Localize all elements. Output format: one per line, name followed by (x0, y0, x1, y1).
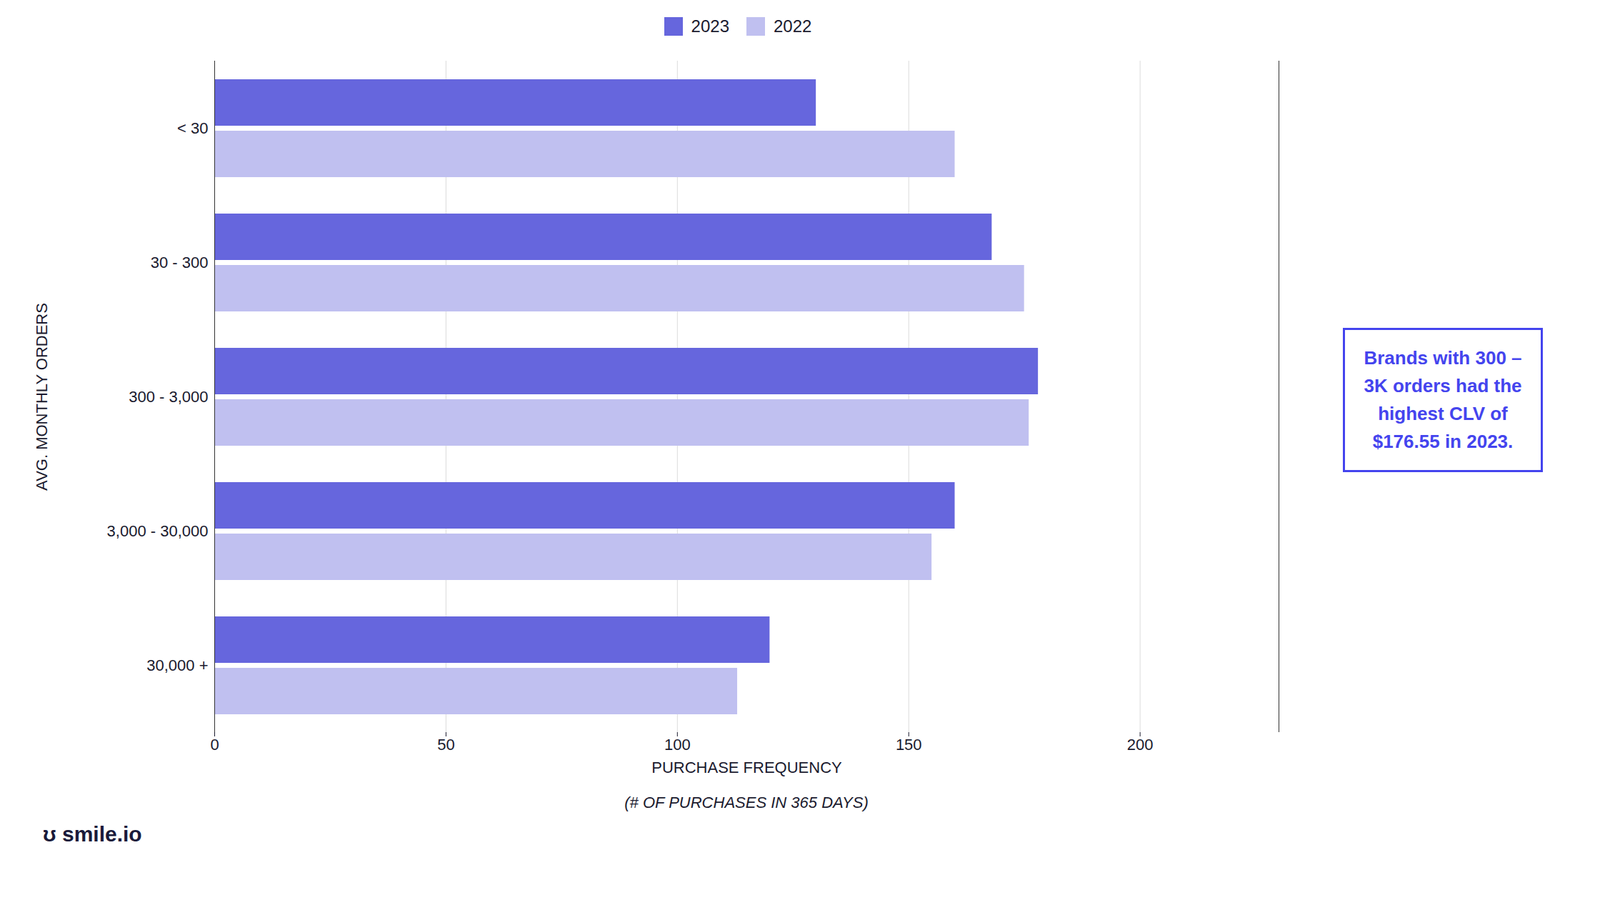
svg-text:300 - 3,000: 300 - 3,000 (128, 387, 208, 406)
svg-text:200: 200 (1127, 735, 1154, 754)
svg-text:30 - 300: 30 - 300 (150, 253, 209, 272)
svg-text:150: 150 (895, 735, 923, 754)
svg-text:AVG. MONTHLY ORDERS: AVG. MONTHLY ORDERS (32, 302, 51, 491)
svg-text:100: 100 (664, 735, 691, 754)
svg-text:PURCHASE FREQUENCY: PURCHASE FREQUENCY (651, 758, 843, 777)
svg-text:50: 50 (437, 735, 455, 754)
svg-text:3,000 - 30,000: 3,000 - 30,000 (107, 522, 209, 540)
svg-text:30,000 +: 30,000 + (146, 656, 208, 675)
html-text:2022: 2022 (773, 16, 812, 36)
svg-text:0: 0 (210, 735, 219, 754)
html-text:(# OF PURCHASES IN 365 DAYS): (# OF PURCHASES IN 365 DAYS) (624, 793, 869, 812)
html-text:ʊ smile.io: ʊ smile.io (42, 822, 142, 846)
svg-text:< 30: < 30 (177, 119, 208, 138)
html-text:2023: 2023 (691, 16, 730, 36)
html-text:Brands with 300 – 3K orders ha: Brands with 300 – 3K orders had the high… (1363, 347, 1522, 453)
